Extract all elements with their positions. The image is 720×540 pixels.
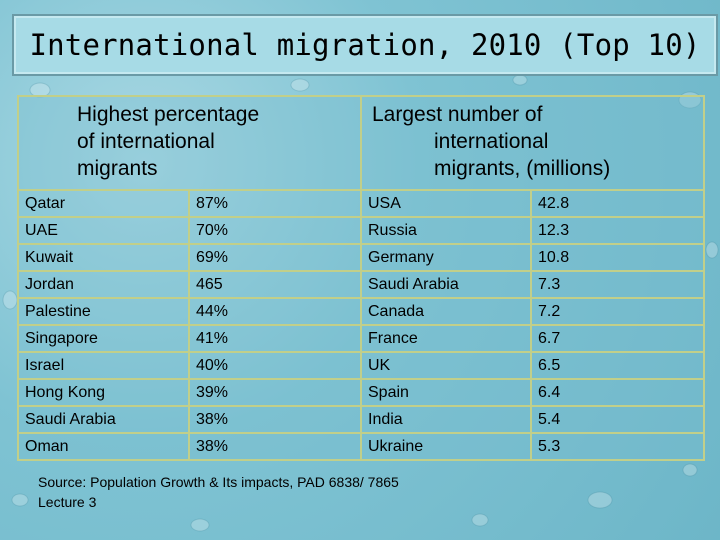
number-cell: 10.8 bbox=[529, 243, 706, 272]
country-percentage-cell: Israel bbox=[17, 351, 190, 380]
country-number-cell: USA bbox=[360, 189, 532, 218]
country-number-cell: Saudi Arabia bbox=[360, 270, 532, 299]
percentage-cell: 40% bbox=[188, 351, 362, 380]
number-cell: 6.4 bbox=[529, 378, 706, 407]
country-percentage-cell: Oman bbox=[17, 432, 190, 461]
header-left-line: Highest percentage bbox=[77, 103, 260, 126]
country-number-cell: France bbox=[360, 324, 532, 353]
percentage-cell: 69% bbox=[188, 243, 362, 272]
number-cell: 7.3 bbox=[529, 270, 706, 299]
country-number-cell: UK bbox=[360, 351, 532, 380]
percentage-cell: 41% bbox=[188, 324, 362, 353]
number-cell: 7.2 bbox=[529, 297, 706, 326]
country-number-cell: Canada bbox=[360, 297, 532, 326]
table-row: Jordan 465 Saudi Arabia 7.3 bbox=[17, 270, 706, 299]
table-row: Israel 40% UK 6.5 bbox=[17, 351, 706, 380]
table-row: UAE 70% Russia 12.3 bbox=[17, 216, 706, 245]
country-percentage-cell: Kuwait bbox=[17, 243, 190, 272]
percentage-cell: 70% bbox=[188, 216, 362, 245]
migration-table: Highest percentage of international migr… bbox=[17, 95, 706, 461]
country-percentage-cell: Qatar bbox=[17, 189, 190, 218]
header-highest-percentage: Highest percentage of international migr… bbox=[17, 95, 362, 191]
percentage-cell: 87% bbox=[188, 189, 362, 218]
table-row: Hong Kong 39% Spain 6.4 bbox=[17, 378, 706, 407]
number-cell: 42.8 bbox=[529, 189, 706, 218]
header-largest-number: Largest number of international migrants… bbox=[359, 95, 706, 191]
country-percentage-cell: Hong Kong bbox=[17, 378, 190, 407]
number-cell: 12.3 bbox=[529, 216, 706, 245]
table-row: Saudi Arabia 38% India 5.4 bbox=[17, 405, 706, 434]
country-number-cell: India bbox=[360, 405, 532, 434]
table-row: Oman 38% Ukraine 5.3 bbox=[17, 432, 706, 461]
percentage-cell: 39% bbox=[188, 378, 362, 407]
table-row: Singapore 41% France 6.7 bbox=[17, 324, 706, 353]
country-percentage-cell: Saudi Arabia bbox=[17, 405, 190, 434]
table-row: Kuwait 69% Germany 10.8 bbox=[17, 243, 706, 272]
header-left-line: of international bbox=[77, 130, 215, 153]
country-percentage-cell: Jordan bbox=[17, 270, 190, 299]
source-note: Source: Population Growth & Its impacts,… bbox=[38, 472, 399, 512]
country-number-cell: Spain bbox=[360, 378, 532, 407]
table-header-row: Highest percentage of international migr… bbox=[17, 95, 706, 191]
country-number-cell: Russia bbox=[360, 216, 532, 245]
header-right-line: Largest number of bbox=[372, 103, 543, 126]
migration-table-container: Highest percentage of international migr… bbox=[17, 95, 706, 461]
title-box: International migration, 2010 (Top 10) bbox=[12, 14, 718, 76]
source-line: Lecture 3 bbox=[38, 494, 97, 510]
number-cell: 6.7 bbox=[529, 324, 706, 353]
country-number-cell: Ukraine bbox=[360, 432, 532, 461]
country-number-cell: Germany bbox=[360, 243, 532, 272]
percentage-cell: 44% bbox=[188, 297, 362, 326]
page-title: International migration, 2010 (Top 10) bbox=[29, 28, 701, 62]
header-left-line: migrants bbox=[77, 157, 158, 180]
country-percentage-cell: UAE bbox=[17, 216, 190, 245]
table-row: Qatar 87% USA 42.8 bbox=[17, 189, 706, 218]
source-line: Source: Population Growth & Its impacts,… bbox=[38, 474, 399, 490]
percentage-cell: 465 bbox=[188, 270, 362, 299]
number-cell: 6.5 bbox=[529, 351, 706, 380]
country-percentage-cell: Singapore bbox=[17, 324, 190, 353]
percentage-cell: 38% bbox=[188, 432, 362, 461]
number-cell: 5.3 bbox=[529, 432, 706, 461]
header-right-line: migrants, (millions) bbox=[434, 157, 611, 180]
country-percentage-cell: Palestine bbox=[17, 297, 190, 326]
header-right-line: international bbox=[434, 130, 549, 153]
table-row: Palestine 44% Canada 7.2 bbox=[17, 297, 706, 326]
percentage-cell: 38% bbox=[188, 405, 362, 434]
number-cell: 5.4 bbox=[529, 405, 706, 434]
